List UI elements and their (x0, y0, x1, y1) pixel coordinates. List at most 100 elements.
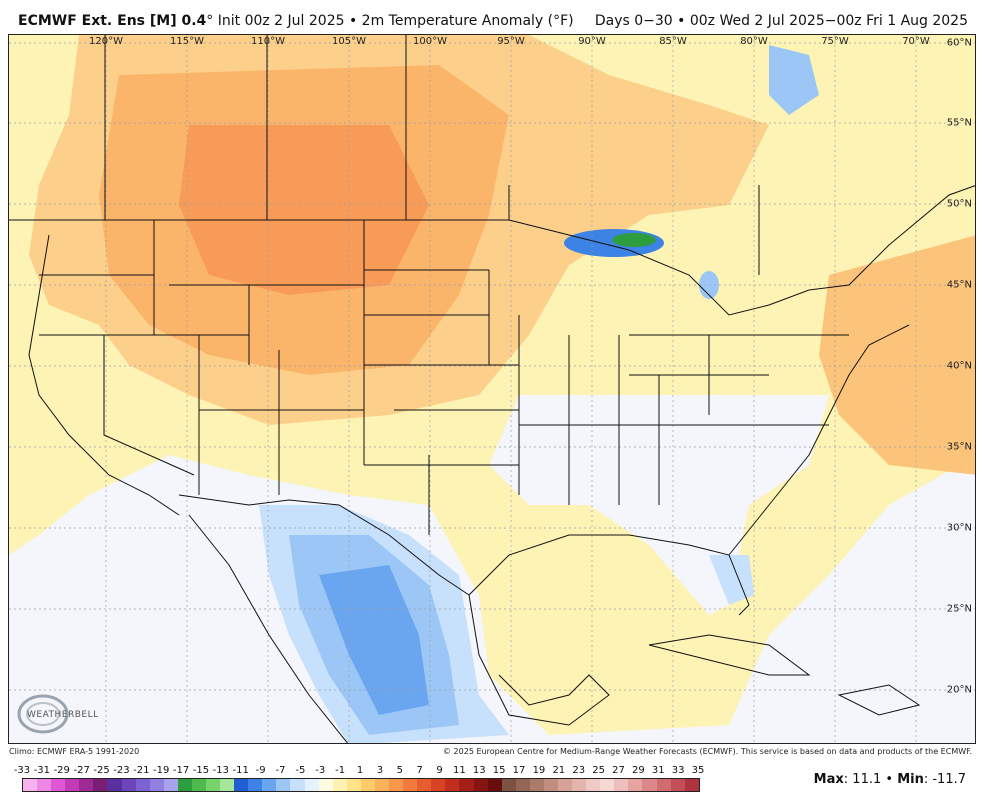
lon-label: 75°W (821, 36, 849, 47)
min-label: Min (897, 772, 924, 787)
hispaniola-outline (837, 684, 921, 716)
colorbar-swatch (417, 779, 432, 791)
colorbar-tick-label: -33 (13, 765, 31, 776)
colorbar-tick-label: 21 (552, 765, 566, 776)
colorbar-tick-label: 5 (396, 765, 403, 776)
colorbar-tick-label: 9 (436, 765, 443, 776)
colorbar-swatch (346, 779, 361, 791)
colorbar-tick-label: 31 (651, 765, 665, 776)
lat-label: 20°N (946, 684, 972, 696)
warm-orange-hotspot (179, 125, 429, 295)
colorbar-swatch (234, 779, 249, 791)
colorbar-ticks: -33 -31 -29 -27 -25 -23 -21 -19 -17 -15 -13 -11 -9 -7… (13, 765, 705, 777)
colorbar-tick-label: -13 (212, 765, 229, 776)
lat-label: 50°N (946, 198, 972, 210)
lon-label: 80°W (740, 36, 768, 47)
logo-text: WEATHERBELL (27, 710, 99, 720)
colorbar-tick-label: -27 (73, 765, 90, 776)
max-min-separator: • (881, 772, 898, 787)
colorbar-swatch (93, 779, 108, 791)
lat-label: 25°N (946, 603, 972, 615)
map-canvas (9, 35, 975, 743)
lon-label: 70°W (902, 36, 930, 47)
colorbar-swatch (374, 779, 390, 791)
chart-title: ECMWF Ext. Ens [M] 0.4° Init 00z 2 Jul 2… (18, 13, 574, 29)
colorbar-tick-label: 7 (416, 765, 423, 776)
colorbar-swatch (487, 779, 502, 791)
header: ECMWF Ext. Ens [M] 0.4° Init 00z 2 Jul 2… (0, 0, 984, 34)
colorbar-swatch (403, 779, 418, 791)
weatherbell-logo: WEATHERBELL (15, 691, 101, 737)
colorbar-tick-label: -9 (255, 765, 266, 776)
lat-label: 60°N (946, 37, 972, 49)
colorbar-tick-label: -23 (113, 765, 130, 776)
colorbar-swatch (670, 779, 685, 791)
colorbar-swatch (684, 779, 699, 791)
colorbar-tick-label: 23 (572, 765, 586, 776)
colorbar-swatch (51, 779, 66, 791)
colorbar-swatch (23, 779, 38, 791)
copyright-credit: © 2025 European Centre for Medium-Range … (443, 747, 972, 756)
colorbar-swatch (149, 779, 164, 791)
colorbar-tick-label: 33 (671, 765, 685, 776)
colorbar-swatch (318, 779, 333, 791)
colorbar-tick-label: 25 (592, 765, 605, 776)
colorbar-swatch (65, 779, 80, 791)
colorbar-tick-label: 27 (612, 765, 625, 776)
colorbar-swatch (121, 779, 136, 791)
lon-label: 115°W (170, 36, 204, 47)
lon-label: 105°W (332, 36, 366, 47)
colorbar-swatch (628, 779, 643, 791)
lon-label: 100°W (413, 36, 447, 47)
colorbar-tick-label: 11 (453, 765, 466, 776)
colorbar-swatch (586, 779, 601, 791)
colorbar-tick-label: -15 (192, 765, 210, 776)
colorbar-swatch (572, 779, 587, 791)
lat-label: 55°N (946, 117, 972, 129)
northeast-warm-region (819, 235, 975, 475)
colorbar-swatch (360, 779, 375, 791)
colorbar-swatch (37, 779, 52, 791)
lake-superior-green (612, 233, 656, 247)
political-borders (9, 35, 975, 743)
lat-label: 40°N (946, 360, 972, 372)
colorbar-swatch (431, 779, 446, 791)
mexico-cool-hotspot (319, 565, 429, 715)
min-value: : -11.7 (923, 772, 966, 787)
colorbar-swatch (248, 779, 263, 791)
colorbar-tick-label: -25 (93, 765, 110, 776)
colorbar-tick-label: 35 (691, 765, 705, 776)
lon-label: 120°W (89, 36, 123, 47)
anomaly-map: 120°W 115°W 110°W 105°W 100°W 95°W 90°W … (8, 34, 976, 744)
colorbar-swatch (473, 779, 488, 791)
hudson-bay-cool (769, 45, 819, 115)
colorbar-swatch (614, 779, 629, 791)
colorbar-swatch (206, 779, 221, 791)
colorbar (22, 778, 700, 792)
colorbar-swatch (177, 779, 192, 791)
colorbar-tick-label: -21 (133, 765, 150, 776)
colorbar-tick-label: -31 (33, 765, 51, 776)
colorbar-swatch (459, 779, 474, 791)
lat-label: 45°N (946, 279, 972, 291)
colorbar-tick-label: -1 (335, 765, 346, 776)
colorbar-swatch (135, 779, 150, 791)
colorbar-swatch (600, 779, 615, 791)
colorbar-swatch (163, 779, 178, 791)
colorbar-swatch (290, 779, 305, 791)
colorbar-tick-label: -7 (275, 765, 286, 776)
max-min-readout: Max: 11.1 • Min: -11.7 (814, 772, 966, 787)
colorbar-swatch (107, 779, 122, 791)
colorbar-swatch (262, 779, 277, 791)
colorbar-swatch (501, 779, 516, 791)
colorbar-tick-label: 1 (356, 765, 364, 776)
colorbar-tick-label: -19 (153, 765, 170, 776)
cuba-outline (648, 634, 811, 676)
colorbar-tick-label: 19 (532, 765, 546, 776)
colorbar-tick-label: 15 (492, 765, 506, 776)
lat-label: 30°N (946, 522, 972, 534)
climo-credit: Climo: ECMWF ERA-5 1991-2020 (9, 747, 140, 756)
florida-cool (709, 555, 754, 605)
colorbar-tick-label: 3 (376, 765, 384, 776)
colorbar-tick-label: 29 (631, 765, 645, 776)
